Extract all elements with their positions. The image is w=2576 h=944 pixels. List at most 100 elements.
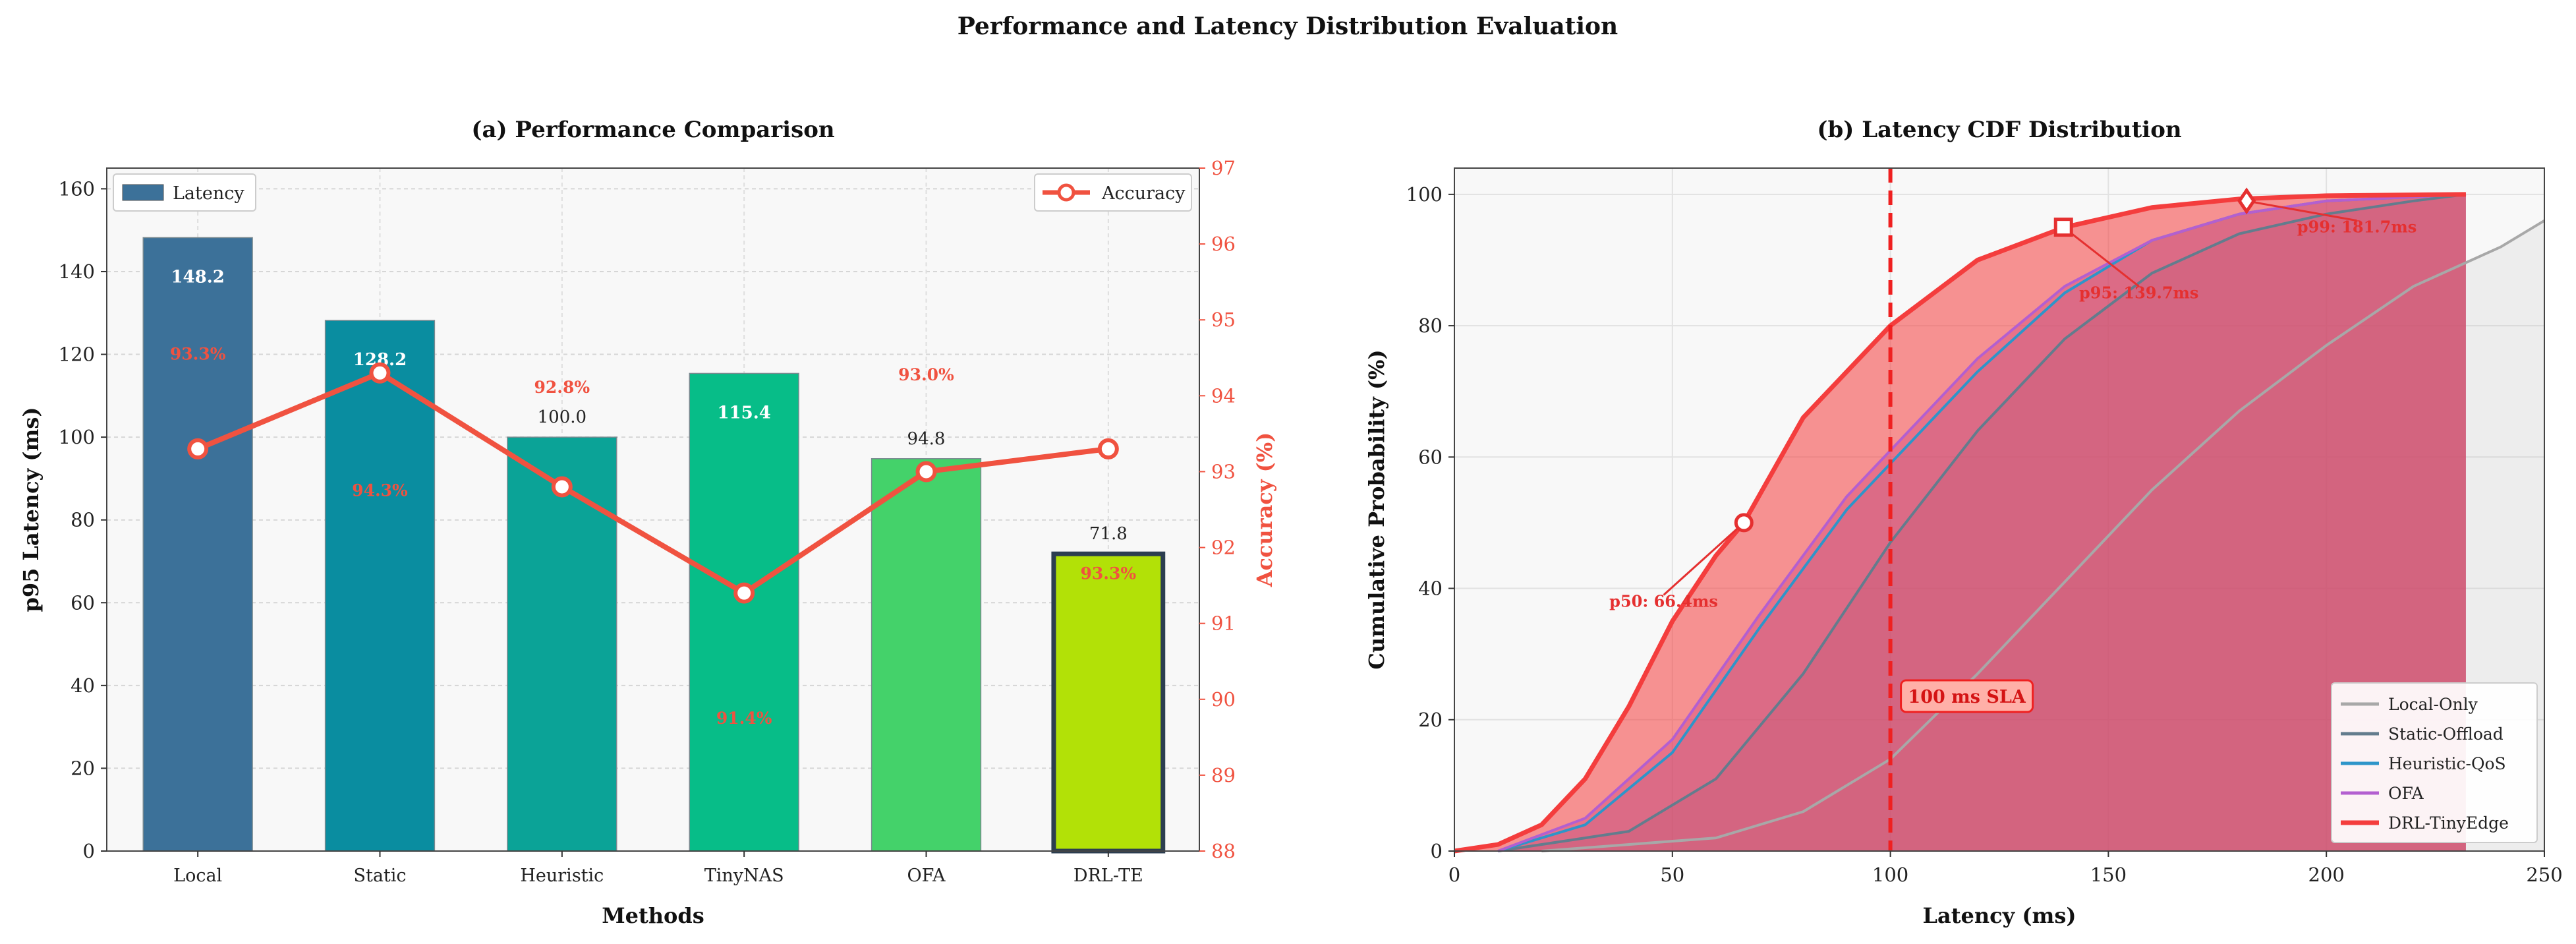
plot-a-background (107, 168, 1199, 851)
y-tick-label: 60 (1418, 446, 1443, 468)
chart-a-ylabel: p95 Latency (ms) (18, 407, 43, 612)
chart-a-title: (a) Performance Comparison (471, 117, 834, 143)
legend-label: DRL-TinyEdge (2388, 813, 2509, 833)
y2-tick-label: 91 (1211, 612, 1236, 635)
x-tick-label: TinyNAS (704, 866, 784, 886)
legend-accuracy-label: Accuracy (1101, 183, 1186, 204)
x-tick-label: Heuristic (520, 866, 604, 886)
bar-value-label: 94.8 (907, 429, 946, 449)
legend-label: Static-Offload (2388, 724, 2504, 744)
y-tick-label: 80 (1418, 314, 1443, 337)
y2-tick-label: 88 (1211, 840, 1236, 862)
chart-a-y2label: Accuracy (%) (1252, 432, 1277, 588)
accuracy-value-label: 93.0% (898, 365, 954, 384)
bar-value-label: 71.8 (1089, 524, 1128, 544)
y-tick-label: 80 (71, 509, 95, 531)
sla-label-box (1900, 679, 2034, 713)
accuracy-point (1097, 438, 1119, 459)
legend-accuracy-marker (1057, 183, 1075, 202)
y-tick-label: 20 (71, 757, 95, 779)
y-tick-label: 40 (1418, 577, 1443, 600)
annotation-label: p95: 139.7ms (2079, 283, 2198, 302)
annotation-arrow (2246, 200, 2357, 222)
plot-b-frame (1454, 167, 2545, 852)
x-tick-label: OFA (907, 866, 946, 886)
y2-tick-label: 89 (1211, 764, 1236, 786)
y2-tick-label: 94 (1211, 384, 1236, 407)
y-tick-label: 100 (1406, 183, 1443, 206)
x-tick-label: 200 (2308, 864, 2345, 886)
cdf-line (1497, 192, 2467, 852)
y2-tick-label: 96 (1211, 233, 1236, 255)
chart-b-ylabel: Cumulative Probability (%) (1364, 349, 1389, 669)
x-tick-label: 100 (1872, 864, 1908, 886)
p95-marker (2053, 218, 2073, 237)
y-tick-label: 0 (83, 840, 95, 862)
x-tick-label: 150 (2090, 864, 2127, 886)
accuracy-point (369, 362, 391, 384)
plot-a-frame (106, 167, 1200, 852)
accuracy-value-label: 92.8% (534, 378, 590, 397)
bar-latency (324, 320, 436, 852)
legend-box (2331, 682, 2538, 843)
bar-latency (507, 436, 617, 852)
y-tick-label: 60 (71, 591, 95, 614)
legend-latency: Latency (113, 173, 256, 212)
annotation-label: p99: 181.7ms (2297, 218, 2417, 237)
legend-cdf: Local-Only Static-Offload Heuristic-QoS OFA… (2331, 682, 2538, 843)
legend-label: OFA (2388, 784, 2424, 803)
legend-label: Heuristic-QoS (2388, 754, 2506, 773)
accuracy-point (187, 438, 209, 459)
y-tick-label: 120 (59, 343, 95, 366)
x-tick-label: DRL-TE (1073, 866, 1143, 886)
x-tick-label: 0 (1448, 864, 1460, 886)
annotation-arrow (2063, 226, 2140, 287)
x-tick-label: Local (173, 866, 222, 886)
annotation-arrow (1663, 521, 1745, 596)
y-tick-label: 100 (59, 426, 95, 448)
bar-latency (142, 237, 253, 852)
bar-value-label: 148.2 (171, 267, 224, 287)
p50-marker (1734, 513, 1754, 533)
legend-label: Local-Only (2388, 695, 2478, 714)
x-tick-label: 250 (2526, 864, 2562, 886)
accuracy-value-label: 93.3% (170, 345, 226, 364)
x-tick-label: Static (353, 866, 406, 886)
cdf-area (1454, 194, 2466, 851)
bar-latency (1051, 551, 1166, 854)
legend-accuracy: Accuracy (1034, 173, 1192, 212)
accuracy-point (915, 461, 937, 483)
y2-tick-label: 90 (1211, 688, 1236, 711)
latency-cdf-chart: 100 ms SLA p50: 66.4ms p95: 139.7ms p99: 1… (1364, 117, 2563, 928)
cdf-line (1541, 219, 2546, 852)
y2-tick-label: 92 (1211, 537, 1236, 559)
legend-latency-label: Latency (173, 183, 244, 204)
accuracy-value-label: 94.3% (352, 481, 408, 500)
bar-value-label: 115.4 (717, 403, 770, 423)
p99-marker (2237, 187, 2256, 215)
figure-title: Performance and Latency Distribution Eva… (958, 13, 1618, 40)
legend-latency-swatch (122, 184, 164, 201)
y2-tick-label: 93 (1211, 460, 1236, 483)
x-tick-label: 50 (1660, 864, 1684, 886)
cdf-line (1497, 192, 2467, 852)
accuracy-point (733, 582, 755, 604)
y-tick-label: 0 (1431, 840, 1443, 862)
y-tick-label: 140 (59, 260, 95, 283)
bar-latency (871, 458, 982, 852)
y2-tick-label: 95 (1211, 309, 1236, 331)
accuracy-line (196, 370, 1109, 596)
bar-latency (689, 372, 799, 852)
chart-b-title: (b) Latency CDF Distribution (1817, 117, 2181, 143)
accuracy-point (551, 476, 573, 498)
annotation-label: p50: 66.4ms (1609, 591, 1718, 610)
y2-tick-label: 97 (1211, 157, 1236, 179)
accuracy-value-label: 91.4% (716, 709, 772, 728)
y-tick-label: 160 (59, 177, 95, 200)
chart-b-xlabel: Latency (ms) (1922, 903, 2076, 928)
chart-a-xlabel: Methods (602, 903, 704, 928)
cdf-line (1454, 192, 2466, 854)
sla-label: 100 ms SLA (1908, 687, 2026, 707)
